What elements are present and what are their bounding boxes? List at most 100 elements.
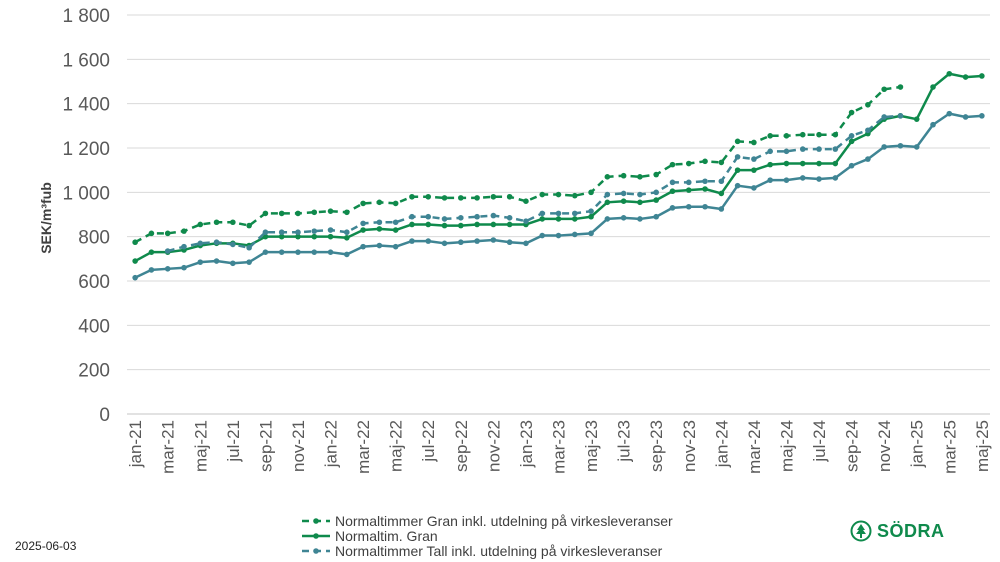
data-point [962, 74, 969, 80]
data-point [539, 191, 546, 198]
data-point [571, 192, 578, 199]
data-point [425, 193, 432, 200]
data-point [604, 199, 611, 206]
data-point [441, 222, 448, 229]
x-tick-label: nov-23 [680, 420, 699, 472]
legend: Normaltimmer Gran inkl. utdelning på vir… [302, 513, 673, 559]
data-point [816, 176, 822, 182]
data-point [392, 243, 399, 250]
data-point [734, 167, 741, 173]
data-point [620, 190, 627, 197]
data-point [506, 221, 513, 228]
x-tick-label: mar-22 [354, 420, 373, 474]
x-tick-label: jan-21 [126, 420, 145, 468]
data-point [523, 240, 529, 247]
data-point [376, 242, 383, 249]
data-point [946, 110, 953, 117]
data-point [653, 197, 659, 203]
series-0 [132, 84, 904, 246]
x-tick-label: jan-24 [712, 420, 731, 468]
data-point [360, 227, 366, 233]
x-tick-label: maj-21 [191, 420, 210, 472]
data-point [295, 229, 301, 236]
data-point [523, 218, 529, 224]
series-line-2 [167, 114, 901, 253]
data-point [751, 185, 757, 191]
data-point [278, 210, 285, 217]
data-point [327, 227, 334, 233]
data-point [571, 210, 578, 217]
data-point [946, 70, 953, 77]
x-tick-label: mar-24 [745, 420, 764, 474]
data-point [376, 226, 383, 232]
data-point [278, 233, 285, 240]
x-tick-label: sep-22 [452, 420, 471, 472]
data-point [425, 238, 432, 244]
x-tick-label: jan-25 [908, 420, 927, 468]
data-point [132, 258, 138, 264]
legend-label: Normaltimmer Gran inkl. utdelning på vir… [335, 513, 673, 529]
data-point [555, 232, 562, 239]
data-point [327, 208, 334, 214]
data-point [816, 160, 822, 167]
data-point [734, 154, 741, 160]
data-point [458, 222, 464, 229]
data-point [718, 190, 725, 197]
data-point [474, 238, 480, 244]
data-point [164, 266, 171, 272]
data-point [213, 239, 220, 246]
data-point [669, 205, 676, 211]
data-point [474, 221, 480, 228]
data-point [702, 178, 708, 185]
data-point [409, 238, 415, 244]
data-point [555, 216, 562, 222]
data-point [832, 131, 839, 138]
data-point [409, 193, 415, 200]
data-point [702, 186, 708, 192]
data-point [246, 259, 252, 265]
x-tick-label: mar-23 [550, 420, 569, 474]
data-point [637, 199, 643, 206]
data-point [897, 142, 904, 149]
data-point [669, 188, 676, 195]
data-point [278, 249, 285, 255]
x-tick-label: mar-21 [159, 420, 178, 474]
data-point [783, 148, 790, 155]
sodra-logo: SÖDRA [850, 520, 945, 542]
data-point [441, 195, 448, 201]
y-tick-label: 800 [78, 228, 110, 249]
data-point [897, 113, 904, 119]
data-point [832, 160, 839, 167]
x-tick-label: maj-23 [582, 420, 601, 472]
x-tick-label: nov-24 [875, 420, 894, 472]
data-point [262, 229, 269, 236]
data-point [620, 172, 627, 179]
data-point [865, 156, 871, 162]
data-point [718, 178, 725, 185]
data-point [588, 213, 594, 220]
data-point [588, 189, 594, 196]
data-point [409, 213, 415, 220]
data-point [539, 210, 546, 217]
data-point [197, 221, 204, 228]
data-point [832, 175, 839, 181]
data-point [506, 239, 513, 246]
data-point [685, 203, 692, 210]
series-2 [164, 113, 904, 254]
data-point [441, 240, 448, 247]
data-point [588, 230, 594, 237]
data-point [637, 174, 643, 180]
legend-marker [313, 548, 319, 554]
y-tick-label: 400 [78, 316, 110, 337]
x-tick-label: maj-22 [387, 420, 406, 472]
data-point [148, 249, 155, 255]
data-point [490, 212, 497, 219]
data-point [230, 219, 236, 226]
data-point [555, 191, 562, 198]
data-point [685, 160, 692, 167]
data-point [181, 243, 187, 250]
y-tick-label: 600 [78, 272, 110, 293]
data-point [783, 160, 790, 167]
data-point [295, 249, 301, 255]
